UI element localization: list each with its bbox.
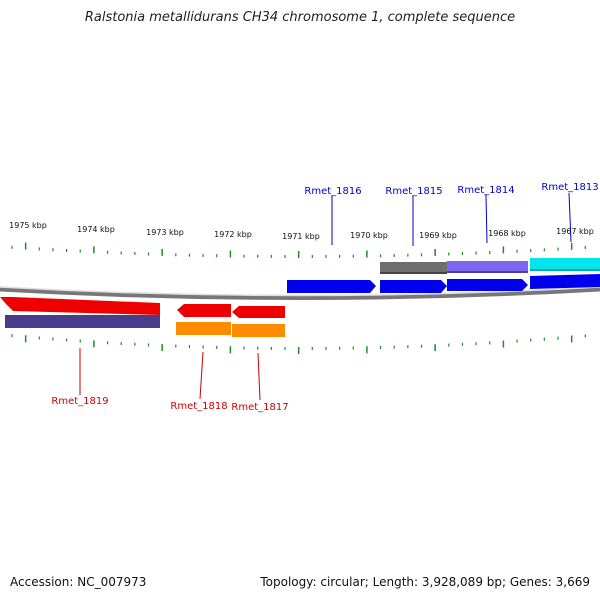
feature-purple[interactable] [447,261,528,273]
accession-text: Accession: NC_007973 [10,575,147,589]
feature-rmet-1819-purple[interactable] [5,315,160,328]
gene-label-rmet-1819[interactable]: Rmet_1819 [51,396,108,407]
feature-shadow [447,271,528,273]
gene-label-rmet-1817[interactable]: Rmet_1817 [231,402,288,413]
gene-label-rmet-1813[interactable]: Rmet_1813 [541,182,598,193]
gene-label-rmet-1815[interactable]: Rmet_1815 [385,186,442,197]
kbp-label: 1969 kbp [419,231,457,240]
feature-rmet-1818-orange[interactable] [176,322,231,335]
feature-rmet-1817-orange[interactable] [232,324,285,337]
gene-arrow-rmet-1819[interactable] [0,297,160,315]
gene-label-rmet-1814[interactable]: Rmet_1814 [457,185,514,196]
feature-cyan[interactable] [530,258,600,271]
gene-arrow-rmet-1817[interactable] [232,306,285,318]
chromosome-backbone-highlight [0,286,600,297]
kbp-label: 1974 kbp [77,225,115,234]
top-label-lines [331,192,572,246]
top-feature-row [380,258,600,274]
ticks-bottom [11,334,586,354]
kbp-label: 1975 kbp [9,221,47,230]
map-title: Ralstonia metallidurans CH34 chromosome … [84,10,516,25]
kbp-label: 1968 kbp [488,229,526,238]
kbp-label: 1972 kbp [214,230,252,239]
reverse-genes [0,297,285,337]
gene-arrow-rmet-1814[interactable] [447,279,528,291]
kbp-label: 1970 kbp [350,231,388,240]
chromosome-backbone [0,286,600,300]
feature-shadow [530,269,600,271]
feature-gray[interactable] [380,262,447,274]
ticks-top [11,242,586,258]
gene-arrow-rmet-1813[interactable] [530,274,600,289]
forward-genes [287,274,600,293]
feature-shadow [380,272,447,274]
gene-arrow-rmet-1815[interactable] [380,280,447,293]
gene-arrow-rmet-1818[interactable] [177,304,231,317]
kbp-label: 1967 kbp [556,227,594,236]
gene-label-rmet-1818[interactable]: Rmet_1818 [170,401,227,412]
bottom-label-lines [79,348,261,401]
gene-arrow-rmet-1816[interactable] [287,280,376,293]
gene-label-rmet-1816[interactable]: Rmet_1816 [304,186,361,197]
kbp-label: 1973 kbp [146,228,184,237]
kbp-label: 1971 kbp [282,232,320,241]
genome-summary-text: Topology: circular; Length: 3,928,089 bp… [260,575,590,589]
